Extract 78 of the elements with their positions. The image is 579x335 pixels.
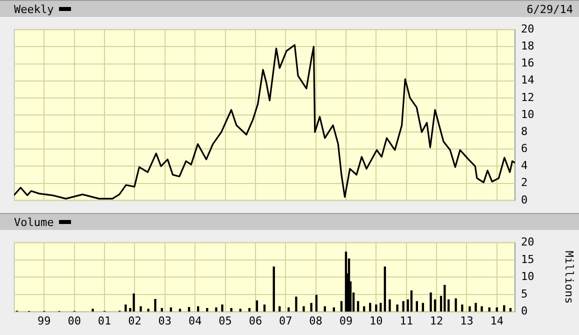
bar (444, 284, 446, 312)
bar (230, 308, 232, 312)
bar (295, 296, 298, 312)
x-tick-label: 08 (309, 314, 322, 328)
bar (256, 300, 258, 312)
bar (461, 304, 464, 312)
bar (188, 306, 190, 312)
x-tick-label: 12 (430, 314, 444, 328)
x-tick-label: 01 (98, 314, 112, 328)
x-tick-label: 10 (370, 314, 383, 328)
y-tick-label: 8 (521, 124, 528, 138)
y-tick-label: 4 (521, 159, 528, 172)
x-tick-label: 13 (460, 314, 474, 328)
bar (140, 306, 142, 312)
bar (410, 290, 413, 312)
bar (215, 307, 218, 312)
x-tick-label: 03 (158, 314, 172, 328)
chart-title: Volume (14, 216, 54, 228)
y-tick-label: 10 (521, 270, 534, 284)
bar (315, 294, 318, 312)
bar (132, 293, 135, 312)
y-tick-label: 14 (521, 74, 535, 87)
bar (248, 308, 250, 312)
bar (206, 308, 208, 312)
bar (263, 304, 266, 312)
bar (416, 301, 418, 312)
bar (454, 298, 457, 312)
bar (239, 308, 242, 312)
y-tick-label: 18 (521, 40, 534, 53)
y-tick-label: 6 (521, 142, 528, 156)
x-tick-label: 05 (218, 314, 232, 328)
y-tick-label: 0 (521, 304, 528, 318)
x-tick-label: 02 (128, 314, 142, 328)
y-tick-label: 5 (521, 287, 528, 300)
bar (310, 302, 312, 312)
bar (430, 292, 432, 312)
bar (468, 306, 471, 312)
bar (302, 306, 305, 312)
bar (503, 305, 506, 312)
chart-title: Weekly (14, 2, 54, 16)
bar (272, 266, 275, 312)
bar (178, 308, 182, 312)
x-tick-label: 06 (248, 314, 262, 328)
bar (396, 304, 398, 312)
y-axis-title: Millions (562, 250, 576, 304)
bar (474, 302, 477, 312)
y-tick-label: 12 (521, 90, 534, 104)
bar (434, 299, 436, 312)
y-tick-label: 15 (521, 252, 534, 266)
y-tick-label: 16 (521, 56, 534, 70)
x-tick-label: 14 (490, 314, 504, 328)
bar (154, 299, 156, 312)
bar (124, 304, 127, 312)
bar (375, 304, 378, 312)
y-tick-label: 0 (521, 193, 528, 206)
bar (402, 301, 404, 312)
bar (384, 266, 386, 312)
bar (356, 301, 360, 312)
bar (380, 302, 382, 312)
bar (340, 301, 343, 312)
y-tick-label: 20 (521, 235, 534, 248)
x-tick-label: 04 (188, 314, 202, 328)
y-tick-label: 10 (521, 108, 534, 121)
x-tick-label: 11 (400, 314, 413, 328)
y-tick-label: 20 (521, 22, 534, 36)
bar (92, 308, 94, 312)
bar (160, 308, 163, 312)
bar (509, 308, 512, 312)
bar (221, 304, 224, 312)
bar (147, 308, 150, 312)
y-tick-label: 2 (521, 176, 528, 190)
x-tick-label: 09 (339, 314, 353, 328)
bar (388, 299, 391, 312)
bar (480, 306, 483, 312)
x-tick-label: 99 (38, 314, 51, 328)
x-tick-label: 00 (68, 314, 81, 328)
text: 6/29/14 (526, 2, 573, 16)
x-tick-label: 07 (279, 314, 292, 328)
